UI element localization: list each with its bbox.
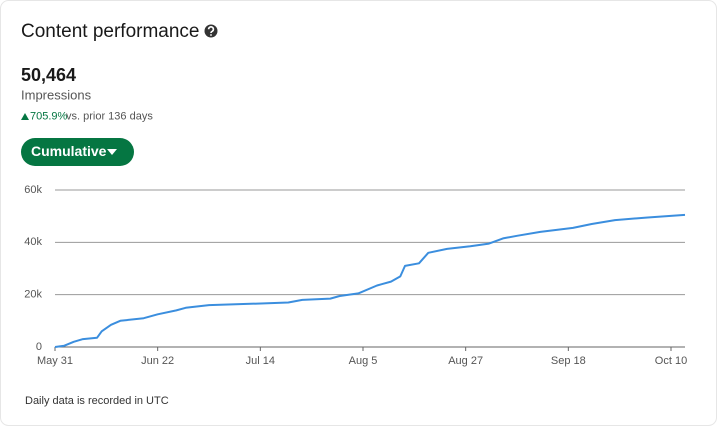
y-tick-label: 40k [24, 236, 42, 248]
y-tick-label: 60k [24, 184, 42, 196]
x-tick-label: May 31 [37, 355, 73, 367]
footer-note: Daily data is recorded in UTC [25, 395, 169, 407]
help-dot[interactable] [210, 34, 212, 36]
help-icon[interactable] [204, 24, 218, 38]
x-tick-label: Oct 10 [655, 355, 687, 367]
total: 50,464 [21, 65, 76, 85]
title: Content performance [21, 21, 200, 42]
x-tick-label: Jul 14 [246, 355, 275, 367]
button-caret[interactable] [107, 149, 117, 155]
up-arrow [21, 113, 29, 120]
y-tick-label: 20k [24, 289, 42, 301]
button-bg[interactable] [21, 138, 134, 166]
y-tick-label: 0 [36, 341, 42, 353]
line [54, 213, 686, 348]
x-tick-label: Aug 27 [448, 355, 483, 367]
change: 705.9% [30, 110, 68, 122]
x-tick-label: Jun 22 [141, 355, 174, 367]
x-tick-label: Aug 5 [349, 355, 378, 367]
help-glyph[interactable] [207, 26, 215, 34]
comparison: vs. prior 136 days [66, 110, 153, 122]
view-button[interactable]: Cumulative [21, 138, 134, 166]
help-circle[interactable] [204, 24, 218, 38]
button-label[interactable]: Cumulative [31, 143, 107, 159]
x-tick-label: Sep 18 [551, 355, 586, 367]
metric: Impressions [21, 87, 92, 102]
